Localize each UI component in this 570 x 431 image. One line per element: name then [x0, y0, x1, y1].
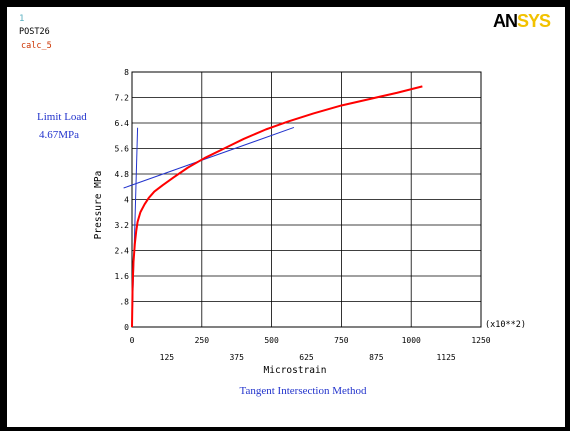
- pressure-strain-curve: [131, 85, 423, 328]
- x-multiplier-label: (x10**2): [485, 320, 526, 330]
- y-tick-label: 4.8: [115, 170, 130, 179]
- ansys-logo: ANSYS: [493, 11, 552, 31]
- x-tick-label: 875: [369, 353, 384, 362]
- x-tick-label: 1250: [471, 336, 490, 345]
- x-tick-label: 125: [160, 353, 175, 362]
- y-tick-label: 4: [124, 196, 129, 205]
- data-series: [131, 85, 423, 328]
- secondary-tangent-line: [123, 126, 295, 189]
- x-tick-label: 625: [299, 353, 314, 362]
- x-axis-label: Microstrain: [264, 365, 327, 376]
- ansys-logo-text: ANSYS: [493, 11, 551, 31]
- y-tick-labels: 0 .8 1.6 2.4 3.2 4 4.8 5.6 6.4 7.2 8: [115, 68, 130, 332]
- y-tick-label: .8: [119, 298, 129, 307]
- y-tick-label: 6.4: [115, 119, 130, 128]
- limit-load-value: 4.67MPa: [39, 129, 79, 141]
- y-tick-label: 2.4: [115, 247, 130, 256]
- x-tick-label: 500: [264, 336, 279, 345]
- limit-load-label: Limit Load: [37, 111, 87, 123]
- x-tick-label: 1000: [402, 336, 421, 345]
- window-number: 1: [19, 14, 24, 24]
- program-label: POST26: [19, 27, 50, 37]
- x-tick-labels: 0 250 500 750 1000 1250 125 375 625 875 1125: [130, 336, 491, 362]
- y-tick-label: 3.2: [115, 221, 130, 230]
- y-tick-label: 5.6: [115, 145, 130, 154]
- chart-title: Tangent Intersection Method: [240, 385, 367, 397]
- plot-window: 1 POST26 calc_5 ANSYS 0 .8 1.6 2.4 3.2 4 4.8 5.…: [7, 7, 565, 427]
- x-tick-label: 0: [130, 336, 135, 345]
- job-name-label: calc_5: [21, 41, 52, 51]
- y-tick-label: 0: [124, 323, 129, 332]
- y-tick-label: 1.6: [115, 272, 130, 281]
- chart: 1 POST26 calc_5 ANSYS 0 .8 1.6 2.4 3.2 4 4.8 5.…: [19, 11, 552, 397]
- y-tick-label: 8: [124, 68, 129, 77]
- grid-lines: [131, 71, 482, 328]
- tangent-lines: [123, 126, 295, 328]
- x-tick-label: 750: [334, 336, 349, 345]
- y-axis-label: Pressure MPa: [93, 171, 104, 240]
- y-tick-label: 7.2: [115, 94, 130, 103]
- x-tick-label: 375: [229, 353, 244, 362]
- x-tick-label: 250: [195, 336, 210, 345]
- x-tick-label: 1125: [436, 353, 455, 362]
